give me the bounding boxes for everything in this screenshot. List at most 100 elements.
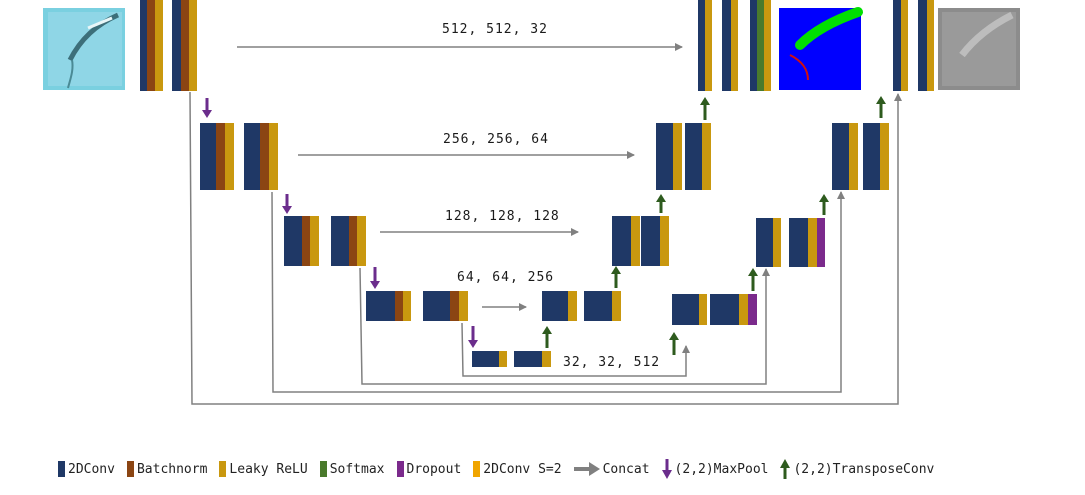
legend-item: Batchnorm xyxy=(126,461,207,477)
transpose-arrow-7 xyxy=(542,326,552,348)
concat-arrow-icon xyxy=(573,462,600,476)
enc4-block-a-leaky xyxy=(403,291,411,321)
dec1-block-e-leaky xyxy=(927,0,934,91)
transpose-arrow-5 xyxy=(611,266,621,288)
loop-connector-2 xyxy=(271,191,845,393)
input-image xyxy=(43,8,125,90)
transpose-arrow-1 xyxy=(700,97,710,120)
enc3-block-a-batchnorm xyxy=(302,216,310,266)
dec4-block-d-leaky xyxy=(739,294,748,325)
dec2-block-b-leaky xyxy=(702,123,711,190)
enc4-block-a xyxy=(366,291,411,321)
enc3-block-b xyxy=(331,216,366,266)
transpose-arrow-6 xyxy=(748,268,758,291)
dec4-block-d-dropout xyxy=(748,294,757,325)
dec1-block-c xyxy=(750,0,771,91)
maxpool-arrow-3 xyxy=(370,267,380,289)
dec3-block-c xyxy=(756,218,781,267)
bottleneck-block-b-conv xyxy=(514,351,542,367)
dec2-block-d xyxy=(863,123,889,190)
legend-swatch xyxy=(473,461,481,477)
bottleneck-block-a-leaky xyxy=(499,351,507,367)
dec4-block-a-leaky xyxy=(568,291,577,321)
legend: 2DConv Batchnorm Leaky ReLU Softmax Dropout 2… xyxy=(58,458,940,480)
enc1-block-a-conv xyxy=(140,0,147,91)
maxpool-arrow-1 xyxy=(202,98,212,118)
dec1-block-c-softmax xyxy=(757,0,764,91)
dec4-block-d-conv xyxy=(710,294,739,325)
dec1-block-d-leaky xyxy=(901,0,908,91)
legend-swatch xyxy=(396,461,404,477)
enc3-block-a-leaky xyxy=(310,216,319,266)
transpose-arrow-8 xyxy=(669,332,679,355)
enc1-block-b-batchnorm xyxy=(181,0,189,91)
legend-label: Softmax xyxy=(329,461,385,477)
dec3-block-d-dropout xyxy=(817,218,825,267)
skip-label-4: 64, 64, 256 xyxy=(457,270,554,285)
dec4-block-c xyxy=(672,294,707,325)
loop-connector-3 xyxy=(359,267,770,385)
bottleneck-label: 32, 32, 512 xyxy=(563,355,660,370)
legend-label: Dropout xyxy=(406,461,462,477)
bottleneck-block-a xyxy=(472,351,507,367)
legend-swatch xyxy=(58,461,65,477)
enc1-block-a xyxy=(140,0,163,91)
legend-item: Concat xyxy=(573,461,650,477)
enc2-block-b-leaky xyxy=(269,123,278,190)
legend-swatch xyxy=(319,461,327,477)
dec1-block-a-leaky xyxy=(705,0,712,91)
legend-item: (2,2)MaxPool xyxy=(661,459,768,479)
legend-item: Leaky ReLU xyxy=(219,461,308,477)
legend-label: Leaky ReLU xyxy=(229,461,308,477)
dec4-block-b xyxy=(584,291,621,321)
legend-label: Concat xyxy=(602,461,650,477)
enc3-block-b-batchnorm xyxy=(349,216,357,266)
maxpool-arrow-icon xyxy=(661,459,672,479)
enc2-block-b-batchnorm xyxy=(260,123,269,190)
pool-transpose-arrows xyxy=(202,96,886,355)
enc3-block-b-leaky xyxy=(357,216,366,266)
loop-connector-1 xyxy=(189,91,902,405)
legend-label: 2DConv xyxy=(68,461,115,477)
skip-connections xyxy=(189,43,902,405)
dec2-block-c-conv xyxy=(832,123,849,190)
enc2-block-a xyxy=(200,123,234,190)
legend-item: 2DConv S=2 xyxy=(473,461,562,477)
dec1-block-b-leaky xyxy=(731,0,738,91)
enc1-block-b xyxy=(172,0,197,91)
dec1-block-e xyxy=(918,0,934,91)
dec1-block-d-conv xyxy=(893,0,901,91)
dec3-block-d-conv xyxy=(789,218,808,267)
legend-item: Softmax xyxy=(319,461,385,477)
dec2-block-c-leaky xyxy=(849,123,858,190)
bottleneck-block-b-leaky xyxy=(542,351,551,367)
skip-label-1: 512, 512, 32 xyxy=(442,22,548,37)
dec1-block-c-conv xyxy=(750,0,757,91)
dec3-block-d-leaky xyxy=(808,218,817,267)
output-image xyxy=(938,8,1020,90)
loop-connector-4 xyxy=(461,322,690,377)
dec3-block-b-leaky xyxy=(660,216,669,266)
dec4-block-b-leaky xyxy=(612,291,621,321)
legend-label: 2DConv S=2 xyxy=(483,461,562,477)
dec1-block-e-conv xyxy=(918,0,927,91)
segmentation-mask xyxy=(779,7,863,90)
dec2-block-a-conv xyxy=(656,123,673,190)
layer-blocks xyxy=(140,0,934,367)
enc2-block-a-leaky xyxy=(225,123,234,190)
dec3-block-a xyxy=(612,216,640,266)
bottleneck-block-b xyxy=(514,351,551,367)
dec3-block-b-conv xyxy=(641,216,660,266)
enc4-block-b xyxy=(423,291,468,321)
dec1-block-d xyxy=(893,0,908,91)
dec2-block-a-leaky xyxy=(673,123,682,190)
legend-swatch xyxy=(219,461,227,477)
dec1-block-a-conv xyxy=(698,0,705,91)
dec1-block-b xyxy=(722,0,738,91)
transpose-arrow-4 xyxy=(819,194,829,215)
dec4-block-c-leaky xyxy=(699,294,707,325)
enc4-block-b-batchnorm xyxy=(450,291,459,321)
enc4-block-b-conv xyxy=(423,291,450,321)
skip-label-3: 128, 128, 128 xyxy=(445,209,560,224)
